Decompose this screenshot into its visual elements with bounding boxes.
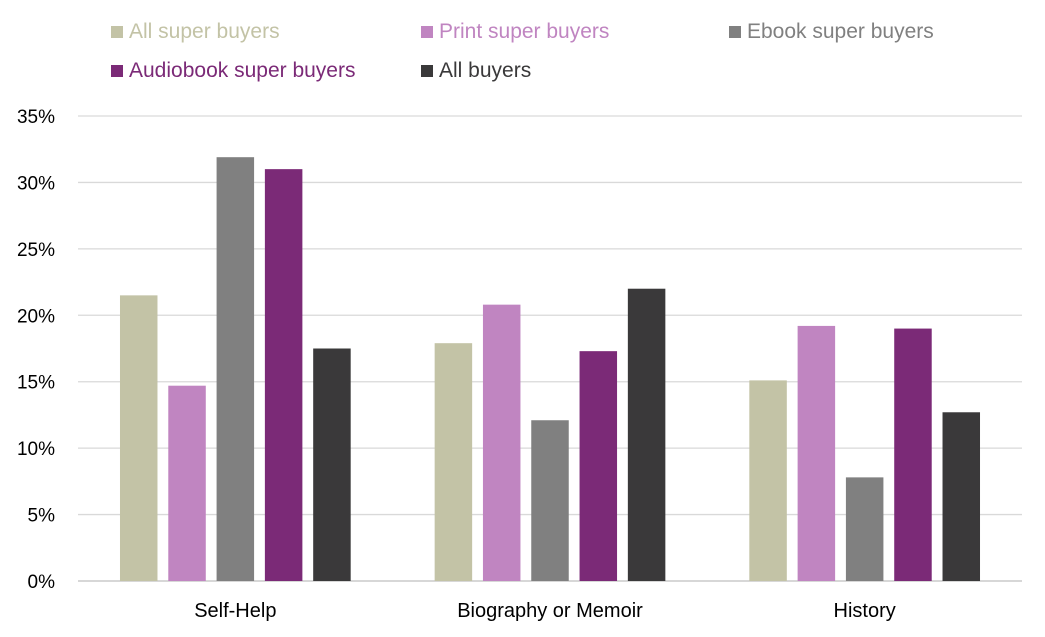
legend-label-all-buyers: All buyers <box>439 59 532 82</box>
legend-item-print-super-buyers: Print super buyers <box>421 20 609 44</box>
y-tick-label-30: 30% <box>17 173 55 194</box>
x-category-label-biography-or-memoir: Biography or Memoir <box>457 600 643 622</box>
legend-item-all-super-buyers: All super buyers <box>111 20 280 44</box>
bar-history-ebook-super-buyers <box>845 477 884 581</box>
legend-label-print-super-buyers: Print super buyers <box>439 20 610 43</box>
legend-swatch-all-buyers <box>421 65 433 77</box>
bars <box>119 157 981 581</box>
bar-self-help-ebook-super-buyers <box>216 157 255 581</box>
y-tick-label-20: 20% <box>17 306 55 327</box>
x-category-label-self-help: Self-Help <box>194 600 276 622</box>
y-axis-ticks: 0% 5% 10% 15% 20% 25% 30% 35% <box>17 107 55 593</box>
legend-swatch-ebook-super-buyers <box>729 26 741 38</box>
bar-history-audiobook-super-buyers <box>894 328 932 581</box>
y-tick-label-5: 5% <box>28 506 56 527</box>
y-tick-label-15: 15% <box>17 373 55 394</box>
y-tick-label-25: 25% <box>17 240 55 261</box>
legend-swatch-print-super-buyers <box>421 26 433 38</box>
bar-history-print-super-buyers <box>797 325 836 581</box>
bar-history-all-buyers <box>942 412 981 581</box>
bar-biography-or-memoir-audiobook-super-buyers <box>579 351 618 581</box>
bar-self-help-all-buyers <box>313 348 351 581</box>
bar-history-all-super-buyers <box>749 380 787 581</box>
legend-item-all-buyers: All buyers <box>421 59 531 83</box>
legend-label-all-super-buyers: All super buyers <box>129 20 280 43</box>
legend-swatch-audiobook-super-buyers <box>111 65 123 77</box>
legend-item-ebook-super-buyers: Ebook super buyers <box>729 20 934 44</box>
legend-item-audiobook-super-buyers: Audiobook super buyers <box>111 59 355 83</box>
legend: All super buyers Print super buyers Eboo… <box>0 0 1045 100</box>
bar-biography-or-memoir-ebook-super-buyers <box>531 420 569 581</box>
x-category-label-history: History <box>834 600 896 622</box>
legend-label-ebook-super-buyers: Ebook super buyers <box>747 20 934 43</box>
y-tick-label-35: 35% <box>17 107 55 128</box>
y-tick-label-0: 0% <box>28 572 56 593</box>
legend-label-audiobook-super-buyers: Audiobook super buyers <box>129 59 356 82</box>
bar-biography-or-memoir-all-super-buyers <box>434 343 473 581</box>
legend-swatch-all-super-buyers <box>111 26 123 38</box>
bar-self-help-audiobook-super-buyers <box>264 169 303 581</box>
bar-self-help-print-super-buyers <box>168 385 206 581</box>
bar-biography-or-memoir-all-buyers <box>627 288 666 581</box>
x-axis-categories: Self-Help Biography or Memoir History <box>194 600 896 622</box>
bar-self-help-all-super-buyers <box>119 295 158 581</box>
bar-biography-or-memoir-print-super-buyers <box>482 304 521 581</box>
y-tick-label-10: 10% <box>17 439 55 460</box>
